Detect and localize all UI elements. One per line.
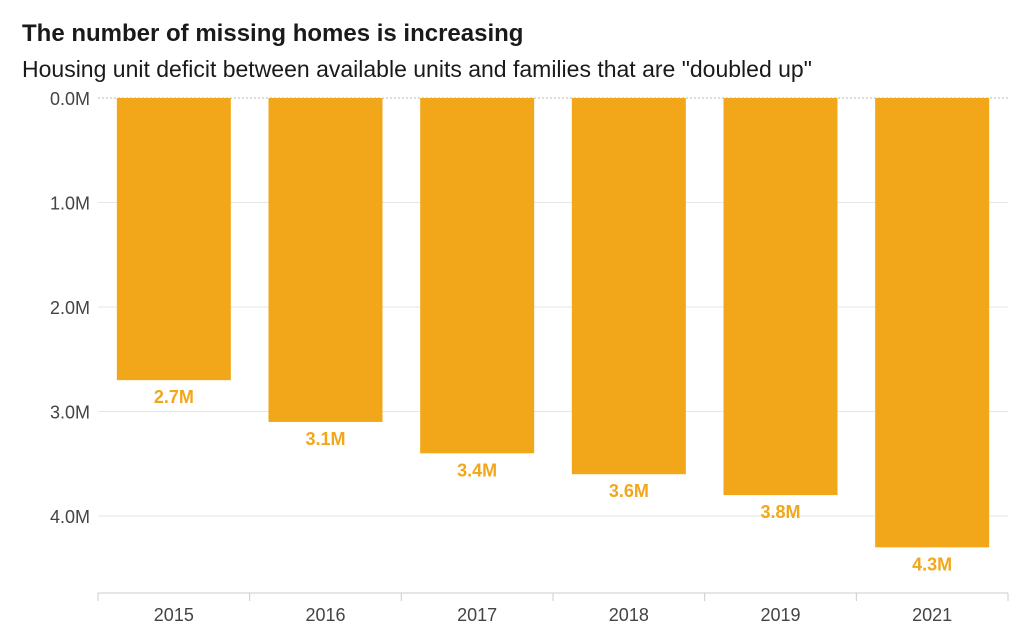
data-labels: 2.7M 3.1M 3.4M 3.6M 3.8M 4.3M [154, 387, 952, 574]
y-axis-ticks: 0.0M 1.0M 2.0M 3.0M 4.0M [50, 89, 90, 527]
bars [116, 98, 990, 548]
data-label: 3.1M [305, 429, 345, 449]
y-tick-label: 1.0M [50, 194, 90, 214]
x-tick-label: 2021 [912, 605, 952, 625]
chart-subtitle: Housing unit deficit between available u… [22, 56, 812, 82]
bar-2016 [268, 98, 383, 422]
x-axis: 2015 2016 2017 2018 2019 2021 [97, 592, 1009, 625]
data-label: 3.4M [457, 460, 497, 480]
y-tick-label: 2.0M [50, 298, 90, 318]
x-tick-label: 2018 [609, 605, 649, 625]
data-label: 4.3M [912, 554, 952, 574]
x-tick-label: 2017 [457, 605, 497, 625]
y-tick-label: 4.0M [50, 507, 90, 527]
grid-lines [98, 97, 1008, 517]
chart-title: The number of missing homes is increasin… [22, 20, 524, 47]
data-label: 2.7M [154, 387, 194, 407]
x-tick-label: 2015 [154, 605, 194, 625]
bar-2019 [723, 98, 838, 496]
bar-2021 [875, 98, 990, 548]
data-label: 3.8M [760, 502, 800, 522]
y-tick-label: 3.0M [50, 403, 90, 423]
bar-2017 [420, 98, 535, 454]
bar-2018 [571, 98, 686, 475]
y-tick-label: 0.0M [50, 89, 90, 109]
x-tick-label: 2016 [305, 605, 345, 625]
data-label: 3.6M [609, 481, 649, 501]
bar-2015 [116, 98, 231, 381]
x-tick-label: 2019 [760, 605, 800, 625]
